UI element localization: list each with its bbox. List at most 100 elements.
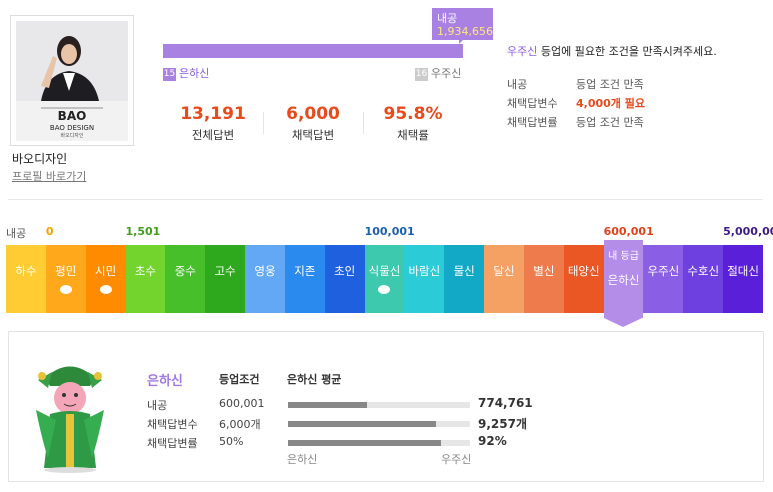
level-name: 시민	[95, 264, 117, 278]
tooltip-label: 내공	[437, 12, 458, 25]
level-cell: 절대신	[723, 245, 763, 313]
level-name: 달신	[493, 264, 515, 278]
axis-label: 우주신	[441, 453, 472, 466]
level-icon	[99, 285, 112, 294]
level-name: 태양신	[567, 264, 600, 278]
requirements-title: 우주신 등업에 필요한 조건을 만족시켜주세요.	[507, 43, 717, 59]
level-cell: 식물신	[364, 245, 405, 313]
divider	[363, 112, 364, 134]
title-text: 등업에 필요한 조건을 만족시켜주세요.	[540, 45, 717, 58]
detail-average: 92%	[478, 434, 507, 448]
detail-requirement: 6,000개	[219, 418, 261, 431]
level-cell: 중수	[165, 245, 206, 313]
threshold: 5,000,001	[723, 225, 773, 238]
average-header: 은하신 평균	[287, 373, 342, 386]
separator	[8, 199, 763, 200]
level-name: 초인	[334, 264, 356, 278]
level-cell: 우주신	[643, 245, 684, 313]
detail-average: 9,257개	[478, 417, 527, 431]
level-cell: 시민	[85, 245, 126, 313]
threshold: 100,001	[364, 225, 415, 238]
current-badge: 내 등급	[608, 251, 639, 262]
image-text: BAO DESIGN	[50, 124, 94, 132]
requirement-header: 등업조건	[219, 373, 260, 386]
progress-fill	[163, 44, 463, 58]
bar-fill	[288, 421, 436, 427]
profile-name: 바오디자인	[12, 152, 68, 166]
threshold: 0	[45, 225, 54, 238]
detail-panel	[8, 331, 764, 482]
detail-level: 은하신	[147, 374, 183, 389]
tooltip-value: 1,934,656	[437, 25, 493, 38]
level-name: 은하신	[179, 67, 210, 80]
level-cell: 수호신	[683, 245, 724, 313]
level-name: 고수	[214, 264, 236, 278]
level-name: 우주신	[647, 264, 680, 278]
level-name: 수호신	[687, 264, 720, 278]
level-name: 중수	[174, 264, 196, 278]
level-name: 별신	[533, 264, 555, 278]
stat-label: 전체답변	[191, 128, 235, 142]
tooltip: 내공 1,934,656	[432, 8, 493, 40]
stat-value: 6,000	[286, 104, 340, 124]
current-level: 15 은하신	[163, 65, 209, 81]
requirement-value: 등업 조건 만족	[576, 78, 644, 91]
level-cell: 달신	[484, 245, 524, 313]
level-badge: 15	[163, 68, 176, 81]
image-text: BAO	[58, 109, 87, 123]
level-name: 지존	[294, 264, 316, 278]
requirement-label: 채택답변률	[507, 116, 558, 129]
detail-label: 채택답변수	[147, 418, 198, 431]
level-name: 우주신	[431, 67, 462, 80]
level-cell: 별신	[523, 245, 564, 313]
level-icon	[378, 285, 391, 294]
stat-value: 13,191	[180, 104, 246, 124]
level-cell: 지존	[284, 245, 325, 313]
profile-frame: BAO BAO DESIGN 바오디자인	[10, 15, 134, 146]
level-name: 식물신	[368, 264, 401, 278]
level-name: 초수	[134, 264, 157, 278]
level-name: 하수	[15, 264, 37, 278]
threshold: 1,501	[125, 225, 161, 238]
level-name: 바람신	[408, 264, 441, 278]
stat-label: 채택률	[397, 128, 429, 142]
next-level: 16 우주신	[415, 65, 461, 81]
level-cell: 초수	[125, 245, 166, 313]
level-cell: 고수	[205, 245, 246, 313]
requirement-label: 내공	[507, 78, 528, 91]
level-cell: 바람신	[404, 245, 445, 313]
level-name: 물신	[453, 264, 475, 278]
level-cell: 초인	[324, 245, 365, 313]
requirement-value: 등업 조건 만족	[576, 116, 644, 129]
level-name: 은하신	[607, 273, 640, 287]
level-name: 평민	[55, 264, 77, 278]
stat-value: 95.8%	[383, 104, 443, 124]
title-level: 우주신	[507, 45, 538, 58]
bar-fill	[288, 440, 441, 446]
bar-fill	[288, 402, 367, 408]
level-pointer	[603, 318, 642, 327]
axis-label: 은하신	[287, 453, 318, 466]
divider	[263, 112, 264, 134]
level-icon	[59, 285, 72, 294]
level-cell: 태양신	[563, 245, 604, 313]
detail-average: 774,761	[478, 396, 533, 410]
detail-label: 채택답변률	[147, 437, 198, 450]
requirement-value: 4,000개 필요	[576, 97, 645, 110]
tooltip-pointer	[459, 40, 463, 44]
level-cell: 영웅	[245, 245, 285, 313]
profile-link[interactable]: 프로필 바로가기	[12, 170, 87, 183]
detail-label: 내공	[147, 399, 168, 412]
detail-requirement: 50%	[219, 435, 244, 448]
scale-label: 내공	[6, 227, 27, 240]
detail-requirement: 600,001	[219, 397, 265, 410]
threshold: 600,001	[603, 225, 654, 238]
level-badge: 16	[415, 68, 428, 81]
level-name: 절대신	[727, 264, 759, 278]
level-cell: 평민	[45, 245, 86, 313]
level-cell: 물신	[444, 245, 485, 313]
image-text: 바오디자인	[60, 132, 83, 139]
stat-label: 채택답변	[291, 128, 335, 142]
